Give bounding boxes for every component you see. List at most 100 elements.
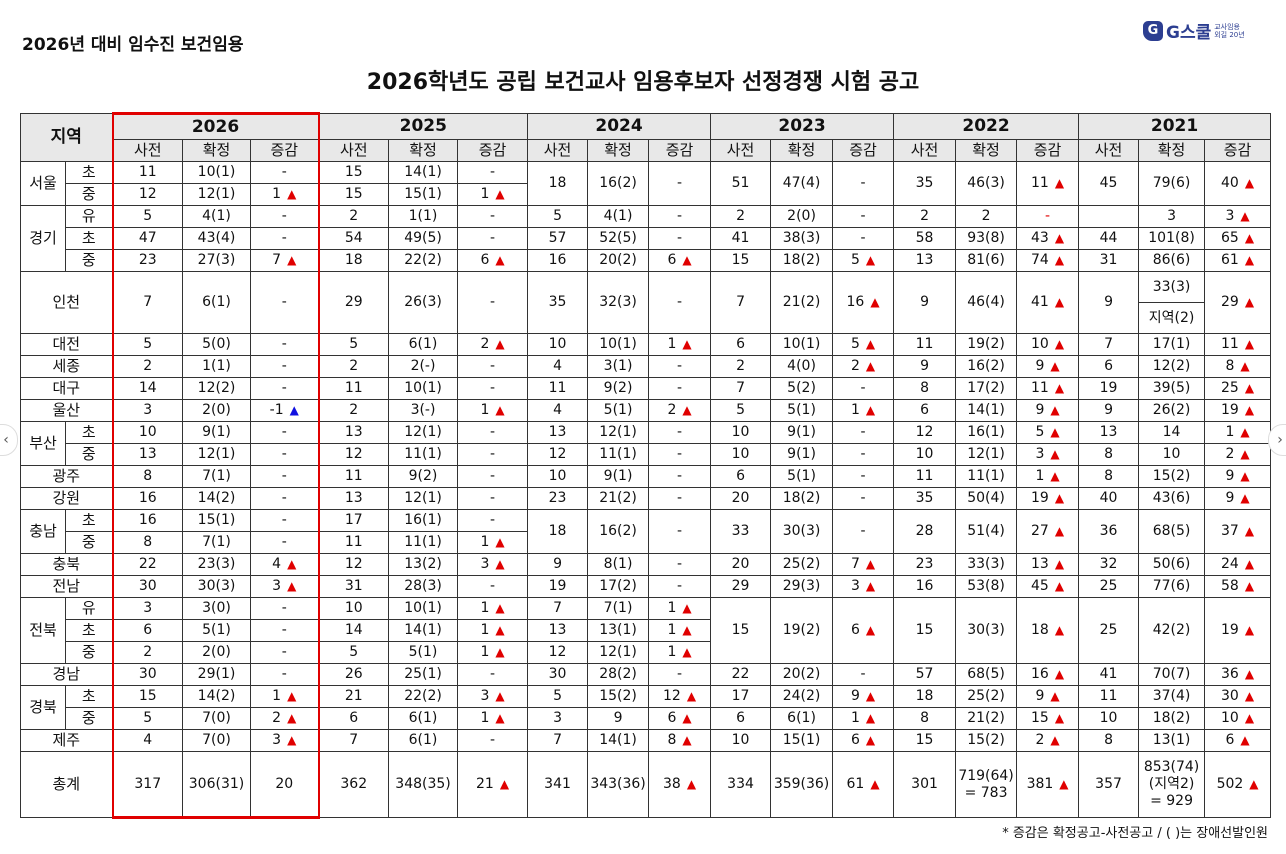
gschool-logo: G G스쿨 교사임용 외길 20년 bbox=[1143, 18, 1245, 43]
value-cell: 11 bbox=[893, 333, 957, 356]
value-cell: - bbox=[648, 575, 712, 598]
school-level-cell: 초 bbox=[65, 161, 113, 184]
year-header-row: 지역 2026 2025 2024 2023 2022 2021 bbox=[20, 112, 1272, 162]
document-label: 2026년 대비 임수진 보건임용 bbox=[22, 35, 244, 55]
value-cell: 41 bbox=[710, 227, 772, 250]
cell-value: 4 bbox=[553, 402, 562, 418]
value-cell: 46(4) bbox=[955, 271, 1018, 334]
cell-value: 12(1) bbox=[599, 424, 637, 440]
subcol-header: 증감 bbox=[457, 139, 529, 162]
cell-value: 43 bbox=[1031, 230, 1049, 246]
value-cell: 10 bbox=[710, 729, 772, 752]
cell-value: 25 bbox=[1099, 622, 1118, 638]
cell-value: 9 bbox=[613, 710, 623, 726]
cell-value: 5 bbox=[736, 402, 745, 418]
value-cell: - bbox=[457, 575, 529, 598]
cell-value: 14(2) bbox=[197, 490, 236, 506]
value-cell: 5 bbox=[527, 685, 589, 708]
cell-value: 45 bbox=[1099, 175, 1118, 191]
value-cell: 61 ▲ bbox=[1204, 249, 1272, 272]
value-cell: 12(1) bbox=[587, 421, 650, 444]
value-cell: 14(2) bbox=[182, 685, 251, 708]
cell-value: 6 bbox=[143, 622, 153, 638]
region-cell: 충남 bbox=[20, 509, 66, 554]
cell-value: 3 bbox=[1167, 208, 1176, 224]
value-cell: - bbox=[648, 487, 712, 510]
cell-value: 30 bbox=[138, 666, 157, 682]
increase-triangle-icon: ▲ bbox=[287, 187, 297, 201]
value-cell: 57 bbox=[527, 227, 589, 250]
cell-value: 33 bbox=[731, 523, 750, 539]
cell-value: 23 bbox=[915, 556, 934, 572]
value-cell: 1 ▲ bbox=[1016, 465, 1080, 488]
value-cell: - bbox=[249, 421, 320, 444]
value-cell: 93(8) bbox=[955, 227, 1018, 250]
value-cell: 1 ▲ bbox=[249, 685, 320, 708]
cell-value: - bbox=[281, 446, 287, 462]
cell-value: 15(2) bbox=[599, 688, 637, 704]
cell-value: 9 bbox=[920, 294, 929, 310]
value-cell: 11(1) bbox=[955, 465, 1018, 488]
value-cell: 30 bbox=[527, 663, 589, 686]
region-cell: 대전 bbox=[20, 333, 113, 356]
cell-value: 12(1) bbox=[197, 186, 236, 202]
cell-value: 1 bbox=[272, 688, 282, 704]
value-cell: 16(2) bbox=[587, 161, 650, 206]
value-cell: 29 ▲ bbox=[1204, 271, 1272, 334]
value-cell: - bbox=[249, 333, 320, 356]
value-cell: 1 ▲ bbox=[457, 597, 529, 620]
cell-value: 7 bbox=[1104, 336, 1113, 352]
value-cell: 12 bbox=[527, 443, 589, 466]
cell-value: 11(1) bbox=[967, 468, 1005, 484]
value-cell: 13 bbox=[527, 619, 589, 642]
value-cell: 30(3) bbox=[770, 509, 834, 554]
cell-value: - bbox=[490, 490, 496, 506]
cell-value: - bbox=[490, 468, 496, 484]
cell-value: 8 bbox=[143, 534, 153, 550]
value-cell: 26 bbox=[318, 663, 390, 686]
increase-triangle-icon: ▲ bbox=[682, 711, 692, 725]
value-cell: 9(1) bbox=[182, 421, 251, 444]
value-cell: 1(1) bbox=[182, 355, 251, 378]
value-cell: 8 bbox=[1078, 465, 1140, 488]
increase-triangle-icon: ▲ bbox=[686, 777, 697, 791]
cell-value: 2 bbox=[349, 358, 359, 374]
cell-value: - bbox=[281, 294, 287, 310]
value-cell: 348(35) bbox=[388, 751, 459, 818]
cell-value: 10 bbox=[1031, 336, 1049, 352]
cell-value: 10(1) bbox=[782, 336, 821, 352]
value-cell: - bbox=[457, 377, 529, 400]
value-cell: 6 ▲ bbox=[648, 249, 712, 272]
cell-value: 1 bbox=[850, 710, 860, 726]
increase-triangle-icon: ▲ bbox=[1240, 491, 1250, 505]
value-cell: - bbox=[648, 161, 712, 206]
value-cell: 16(2) bbox=[955, 355, 1018, 378]
value-cell: 79(6) bbox=[1138, 161, 1206, 206]
value-cell: 301 bbox=[893, 751, 957, 818]
subcol-header: 사전 bbox=[1078, 139, 1140, 162]
value-cell: -1 ▲ bbox=[249, 399, 320, 422]
value-cell: 15 ▲ bbox=[1016, 707, 1080, 730]
value-cell: - bbox=[832, 227, 895, 250]
value-cell: 18 bbox=[893, 685, 957, 708]
cell-value: 10 bbox=[1162, 446, 1181, 462]
cell-value: 21(2) bbox=[599, 490, 637, 506]
cell-value: 9 bbox=[1104, 294, 1113, 310]
prev-page-button[interactable]: ‹ bbox=[0, 424, 18, 456]
value-cell: 81(6) bbox=[955, 249, 1018, 272]
table-row: 광주 8 7(1) -11 9(2) -10 9(1) -6 5(1) -11 11(1) 1 ▲ 8 15… bbox=[20, 465, 1272, 488]
value-cell: 13 bbox=[1078, 421, 1140, 444]
value-cell: 12(1) bbox=[388, 421, 459, 444]
cell-value: 2 bbox=[143, 644, 153, 660]
cell-value: 3 bbox=[1225, 208, 1235, 224]
cell-value: 5 bbox=[850, 336, 860, 352]
increase-triangle-icon: ▲ bbox=[1244, 524, 1255, 538]
value-cell: - bbox=[457, 355, 529, 378]
increase-triangle-icon: ▲ bbox=[495, 689, 505, 703]
cell-value: 6 bbox=[920, 402, 929, 418]
cell-value: 334 bbox=[727, 776, 754, 792]
cell-value: 13 bbox=[915, 252, 934, 268]
increase-triangle-icon: ▲ bbox=[495, 337, 505, 351]
increase-triangle-icon: ▲ bbox=[1054, 491, 1065, 505]
cell-value: 5 bbox=[143, 336, 153, 352]
